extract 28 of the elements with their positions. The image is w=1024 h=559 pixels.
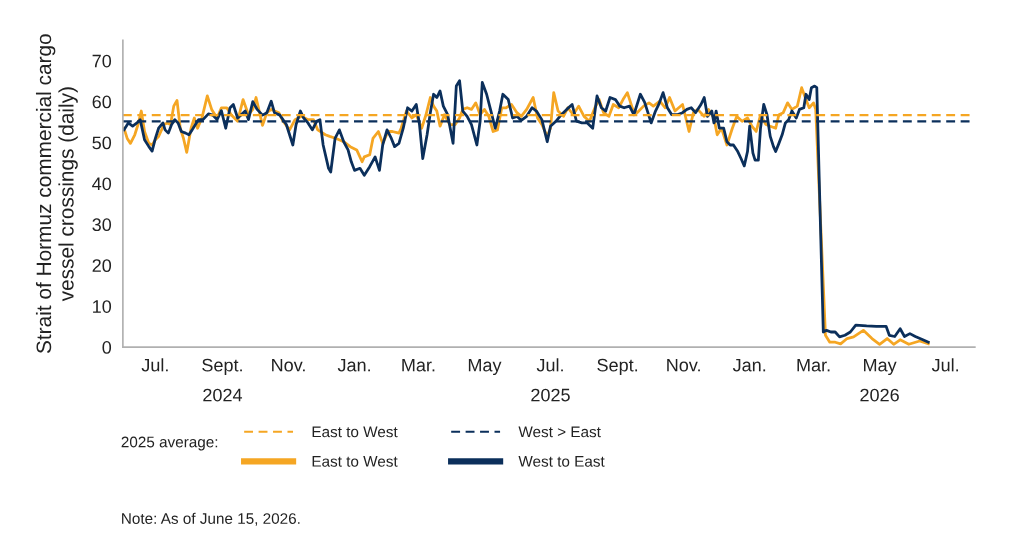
y-tick-label: 50 [92,136,112,150]
x-tick-label: Sept. [597,358,638,376]
legend-title: 2025 average: [121,436,218,451]
x-tick-label: Nov. [667,358,700,372]
x-tick-label: Nov. [272,358,305,372]
x-tick-label: Jul. [931,358,959,372]
y-tick-label: 60 [92,95,112,109]
y-axis-title: Strait of Hormuz commercial cargo vessel crossings (daily) [35,34,78,354]
y-tick-label: 20 [92,259,112,273]
x-tick-label: Jul. 2025 [531,358,570,402]
x-tick-label: Sept. 2024 [202,358,243,402]
x-tick-label: Jul. [141,358,168,372]
x-tick-label: Mar. [797,358,830,372]
y-tick-label: 30 [92,218,112,232]
y-tick-label: 70 [92,54,112,68]
text: Note: As of June 15, 2026. [122,512,300,526]
legend-label: West > East [518,426,601,438]
legend-label: West to East [518,456,605,467]
x-tick-label: Mar. [402,358,435,372]
x-tick-label: Jan. [732,358,766,372]
legend-label: East to West [312,456,398,467]
y-tick-label: 10 [93,300,112,313]
y-tick-label: 40 [92,177,112,191]
legend-label: East to West [312,426,398,438]
y-tick-label: 0 [102,341,112,354]
x-tick-label: May 2026 [860,358,899,402]
x-tick-label: May [468,358,502,376]
x-tick-label: Jan. [337,358,370,372]
